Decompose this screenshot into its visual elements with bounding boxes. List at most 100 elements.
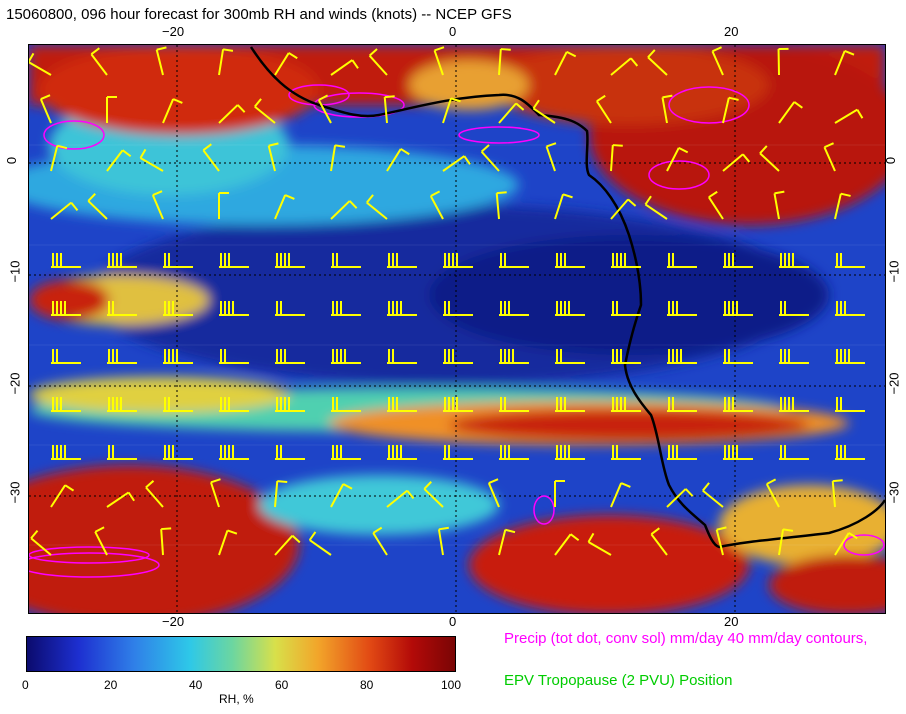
wind-barb <box>50 201 79 220</box>
cbar-tick-100: 100 <box>441 678 462 692</box>
wind-barb <box>90 47 108 76</box>
cbar-tick-40: 40 <box>189 678 203 692</box>
wind-barb <box>835 397 865 412</box>
wind-barb <box>106 96 117 123</box>
wind-barb <box>163 253 193 268</box>
wind-barb <box>778 528 794 556</box>
wind-barb <box>87 193 108 220</box>
wind-barb <box>219 445 249 460</box>
wind-barb <box>330 200 358 220</box>
wind-barb <box>106 491 135 508</box>
wind-barb <box>218 192 229 219</box>
rh-colorbar <box>26 636 456 672</box>
wind-barb <box>317 94 332 124</box>
wind-barb <box>218 529 238 556</box>
wind-barb <box>835 301 865 316</box>
wind-barb <box>611 253 641 268</box>
wind-barb <box>666 146 689 172</box>
wind-barb <box>765 478 780 508</box>
wind-barb <box>107 301 137 316</box>
grid-texture <box>29 144 885 546</box>
wind-barb <box>139 148 164 172</box>
wind-barb <box>29 52 52 76</box>
wind-barb <box>779 349 809 364</box>
right-tick-lat-minus30: −30 <box>886 481 902 504</box>
wind-barb <box>667 349 697 364</box>
wind-barb <box>219 397 249 412</box>
wind-barb <box>554 533 580 556</box>
wind-barb <box>387 349 417 364</box>
wind-barb <box>145 480 164 508</box>
wind-barb <box>723 301 753 316</box>
wind-barb <box>331 301 361 316</box>
bottom-tick-lon-20: 20 <box>724 614 739 629</box>
wind-barb <box>274 480 288 508</box>
wind-barb <box>433 46 445 76</box>
wind-barb <box>387 253 417 268</box>
wind-barb <box>777 47 789 76</box>
wind-barb <box>366 194 388 220</box>
wind-barb <box>330 483 353 508</box>
wind-barb <box>666 488 694 508</box>
wind-barb <box>834 532 858 556</box>
wind-barb <box>163 445 193 460</box>
wind-barb <box>387 397 417 412</box>
wind-barb <box>835 349 865 364</box>
colorbar-label: RH, % <box>219 692 254 706</box>
left-tick-lat-0: 0 <box>4 156 20 165</box>
wind-barb <box>835 253 865 268</box>
wind-barb <box>218 48 234 76</box>
wind-barb <box>499 253 529 268</box>
wind-barb <box>275 253 305 268</box>
wind-barb <box>499 397 529 412</box>
wind-barb <box>267 142 279 172</box>
wind-barb <box>554 50 577 76</box>
wind-barb <box>667 253 697 268</box>
wind-barb <box>831 479 843 508</box>
wind-barb <box>667 301 697 316</box>
wind-barb <box>162 98 183 124</box>
wind-barb <box>555 349 585 364</box>
wind-barb <box>611 301 641 316</box>
wind-barb <box>163 301 193 316</box>
wind-barb <box>779 253 809 268</box>
wind-barb <box>667 397 697 412</box>
wind-barb <box>275 445 305 460</box>
wind-barb <box>160 527 172 556</box>
wind-barb <box>219 301 249 316</box>
wind-barb <box>155 46 167 76</box>
wind-barb <box>499 301 529 316</box>
wind-barb <box>387 445 417 460</box>
wind-barb <box>383 95 395 124</box>
wind-barb <box>275 397 305 412</box>
wind-barb <box>331 397 361 412</box>
wind-barb <box>51 301 81 316</box>
wind-barb <box>51 253 81 268</box>
wind-barb <box>274 194 295 220</box>
wind-barb <box>107 253 137 268</box>
wind-barb <box>773 190 785 220</box>
wind-barb <box>779 301 809 316</box>
wind-barb <box>834 49 855 76</box>
cbar-tick-60: 60 <box>275 678 289 692</box>
wind-barb <box>30 529 52 556</box>
top-tick-lon-0: 0 <box>449 24 457 39</box>
wind-barb <box>532 99 556 124</box>
wind-barb <box>555 301 585 316</box>
wind-barbs <box>29 46 865 556</box>
wind-barb <box>611 397 641 412</box>
wind-barb <box>554 193 573 220</box>
wind-barb <box>499 445 529 460</box>
wind-barb <box>555 445 585 460</box>
wind-barb <box>331 253 361 268</box>
wind-barb <box>823 142 836 172</box>
wind-barb <box>834 108 864 124</box>
wind-barb <box>487 478 500 508</box>
wind-barb <box>274 52 298 76</box>
wind-barb <box>330 59 359 76</box>
wind-barb <box>443 301 473 316</box>
wind-barb <box>107 445 137 460</box>
wind-barb <box>723 445 753 460</box>
wind-barb <box>723 253 753 268</box>
wind-barb <box>495 191 507 220</box>
